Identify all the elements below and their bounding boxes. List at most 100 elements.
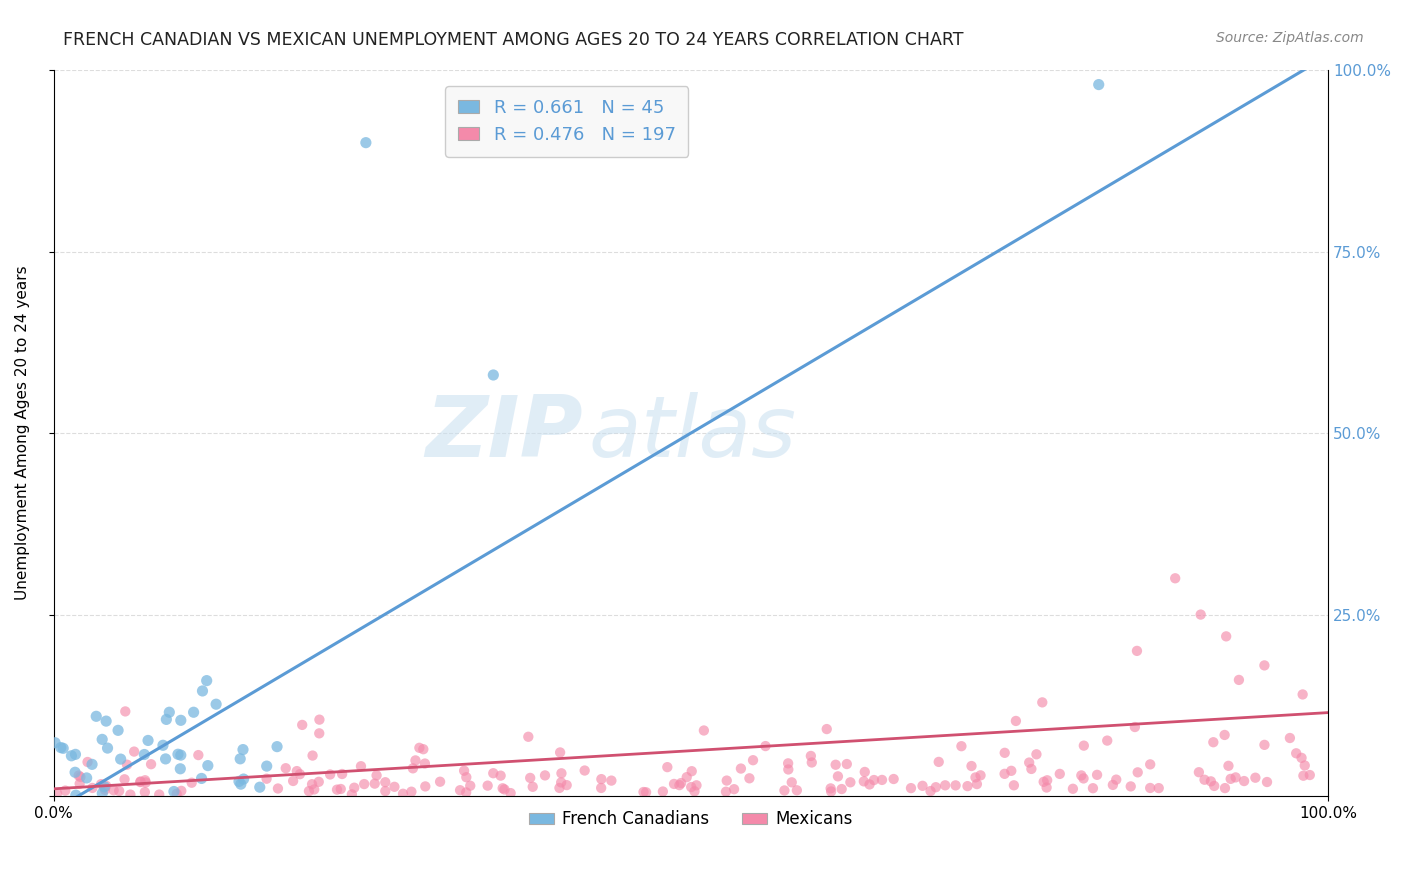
Point	[392, 787, 415, 801]
Point	[1097, 733, 1119, 747]
Point	[1062, 781, 1084, 796]
Point	[723, 782, 745, 797]
Point	[1219, 772, 1241, 786]
Legend: French Canadians, Mexicans: French Canadians, Mexicans	[522, 804, 860, 835]
Point	[76, 755, 98, 769]
Point	[965, 771, 987, 785]
Point	[308, 726, 330, 740]
Point	[53, 783, 76, 797]
Point	[1070, 768, 1092, 782]
Text: ZIP: ZIP	[425, 392, 582, 475]
Point	[669, 776, 692, 790]
Point	[1139, 757, 1161, 772]
Point	[928, 755, 950, 769]
Point	[1213, 781, 1236, 796]
Point	[482, 766, 505, 780]
Point	[308, 774, 330, 789]
Point	[863, 772, 886, 787]
Point	[1085, 768, 1108, 782]
Point	[693, 723, 716, 738]
Point	[633, 785, 655, 799]
Point	[274, 761, 297, 775]
Point	[853, 764, 876, 779]
Point	[65, 788, 87, 802]
Point	[1202, 735, 1225, 749]
Point	[730, 762, 752, 776]
Point	[190, 772, 212, 786]
Point	[1194, 772, 1216, 787]
Point	[449, 783, 471, 797]
Point	[685, 778, 707, 792]
Point	[550, 766, 572, 780]
Point	[824, 757, 846, 772]
Point	[1189, 607, 1212, 622]
Point	[285, 764, 308, 778]
Point	[636, 785, 658, 799]
Point	[169, 762, 191, 776]
Point	[281, 774, 304, 789]
Point	[205, 697, 228, 711]
Point	[404, 753, 426, 767]
Point	[522, 780, 544, 794]
Point	[835, 757, 858, 772]
Point	[1218, 759, 1240, 773]
Point	[1123, 720, 1146, 734]
Point	[1256, 775, 1278, 789]
Point	[93, 780, 115, 794]
Point	[129, 774, 152, 789]
Point	[1278, 731, 1301, 745]
Point	[815, 722, 838, 736]
Point	[343, 780, 366, 795]
Point	[84, 709, 107, 723]
Point	[1291, 688, 1313, 702]
Point	[651, 784, 673, 798]
Point	[350, 759, 373, 773]
Point	[167, 747, 190, 762]
Point	[115, 757, 138, 772]
Point	[600, 773, 623, 788]
Point	[1119, 780, 1142, 794]
Point	[482, 368, 505, 382]
Point	[90, 777, 112, 791]
Point	[96, 779, 118, 793]
Point	[858, 777, 880, 791]
Point	[326, 782, 349, 797]
Point	[548, 780, 571, 795]
Point	[107, 723, 129, 738]
Point	[574, 764, 596, 778]
Point	[298, 784, 321, 798]
Point	[340, 788, 363, 802]
Point	[1213, 728, 1236, 742]
Point	[1126, 765, 1149, 780]
Point	[103, 783, 125, 797]
Point	[267, 781, 290, 796]
Point	[44, 736, 66, 750]
Point	[994, 746, 1017, 760]
Point	[911, 779, 934, 793]
Point	[94, 782, 117, 797]
Point	[114, 772, 136, 787]
Point	[657, 760, 679, 774]
Point	[155, 713, 177, 727]
Point	[120, 788, 142, 802]
Point	[773, 783, 796, 797]
Point	[1292, 769, 1315, 783]
Point	[170, 748, 193, 763]
Point	[229, 777, 252, 791]
Point	[291, 718, 314, 732]
Point	[1215, 629, 1237, 643]
Point	[738, 772, 761, 786]
Point	[197, 758, 219, 772]
Point	[401, 785, 423, 799]
Point	[966, 777, 988, 791]
Point	[67, 768, 90, 782]
Point	[883, 772, 905, 786]
Point	[1073, 772, 1095, 786]
Point	[852, 774, 875, 789]
Point	[122, 745, 145, 759]
Point	[136, 733, 159, 747]
Point	[1225, 771, 1247, 785]
Point	[301, 777, 323, 791]
Point	[353, 777, 375, 791]
Text: FRENCH CANADIAN VS MEXICAN UNEMPLOYMENT AMONG AGES 20 TO 24 YEARS CORRELATION CH: FRENCH CANADIAN VS MEXICAN UNEMPLOYMENT …	[63, 31, 963, 49]
